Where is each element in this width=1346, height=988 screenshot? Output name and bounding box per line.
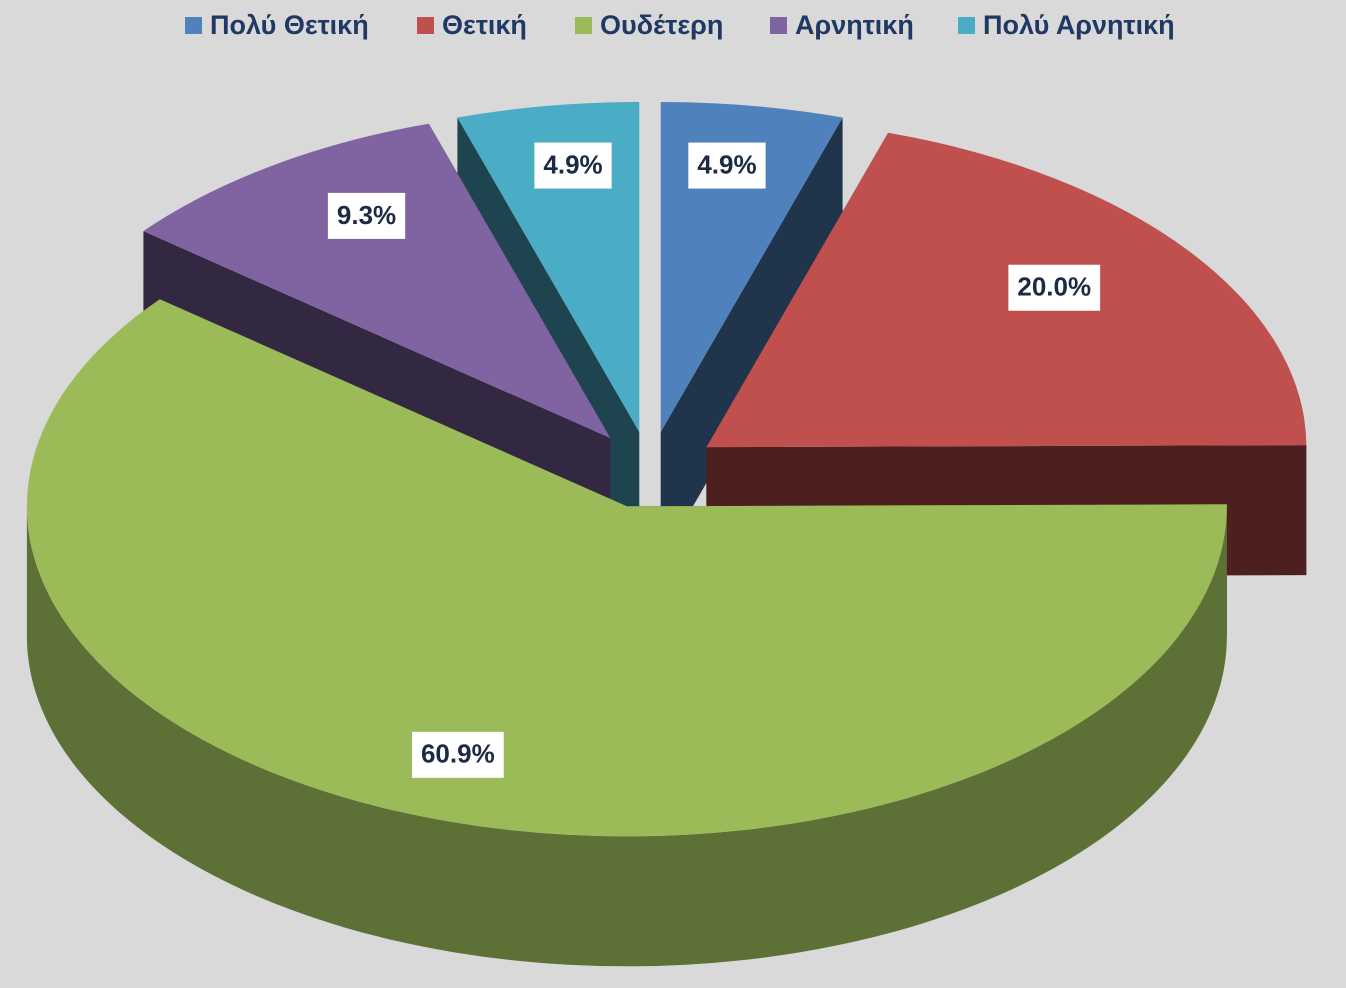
value-label: 60.9% — [421, 739, 495, 769]
value-label: 4.9% — [697, 149, 756, 179]
value-label-bg — [411, 731, 504, 778]
legend-label: Αρνητική — [795, 10, 914, 40]
legend-label: Ουδέτερη — [600, 10, 723, 40]
value-label-bg — [688, 142, 766, 189]
value-label-bg — [1008, 264, 1101, 311]
legend-label: Πολύ Αρνητική — [983, 10, 1175, 40]
legend-swatch — [958, 17, 975, 34]
slice-side — [660, 117, 843, 562]
legend-label: Πολύ Θετική — [210, 10, 369, 40]
slice-top — [706, 132, 1307, 448]
value-label: 4.9% — [543, 149, 602, 179]
slice-top — [26, 299, 1227, 837]
legend-swatch — [417, 17, 434, 34]
legend-swatch — [575, 17, 592, 34]
value-label-bg — [534, 142, 612, 189]
slice — [26, 299, 1227, 967]
legend-swatch — [770, 17, 787, 34]
value-label: 20.0% — [1017, 272, 1091, 302]
legend-swatch — [185, 17, 202, 34]
legend-label: Θετική — [442, 10, 527, 40]
slice-top — [143, 123, 611, 439]
slice-wall — [26, 506, 1227, 967]
value-label-bg — [327, 192, 406, 239]
value-label: 9.3% — [337, 200, 396, 230]
